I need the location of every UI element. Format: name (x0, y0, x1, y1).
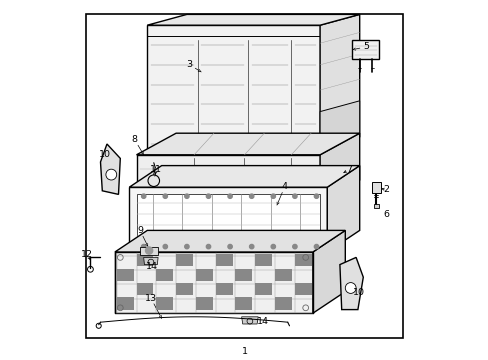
Text: 5: 5 (363, 42, 368, 51)
Text: 6: 6 (383, 210, 389, 219)
Polygon shape (136, 133, 359, 155)
Circle shape (227, 244, 232, 249)
Text: 7: 7 (346, 165, 352, 174)
Circle shape (206, 194, 210, 198)
Circle shape (227, 194, 232, 198)
Bar (255, 283, 272, 295)
Bar (196, 297, 212, 310)
Text: 11: 11 (150, 166, 162, 175)
Bar (156, 269, 173, 281)
Text: 14: 14 (145, 262, 157, 271)
Bar (235, 269, 252, 281)
Circle shape (292, 194, 296, 198)
Bar (136, 283, 153, 295)
Polygon shape (326, 166, 359, 252)
Text: 3: 3 (186, 60, 192, 69)
Bar (156, 297, 173, 310)
Bar (373, 204, 378, 208)
Bar (176, 254, 193, 266)
Circle shape (184, 244, 189, 249)
Text: 12: 12 (81, 251, 93, 259)
Text: 1: 1 (241, 346, 247, 356)
Text: 14: 14 (257, 317, 269, 325)
Bar (235, 297, 252, 310)
Text: 8: 8 (131, 135, 138, 144)
Polygon shape (147, 14, 359, 25)
Polygon shape (136, 155, 320, 202)
Bar (255, 254, 272, 266)
Circle shape (141, 244, 145, 249)
Bar (294, 254, 311, 266)
Circle shape (141, 194, 145, 198)
Polygon shape (101, 144, 120, 194)
Bar (176, 283, 193, 295)
Circle shape (292, 244, 296, 249)
Polygon shape (320, 133, 359, 202)
Circle shape (145, 247, 152, 254)
Polygon shape (129, 187, 326, 252)
Circle shape (206, 244, 210, 249)
Circle shape (314, 194, 318, 198)
Circle shape (249, 244, 253, 249)
Bar (86, 14, 402, 338)
Bar (215, 283, 232, 295)
Text: 10: 10 (352, 288, 364, 297)
Text: 2: 2 (383, 185, 389, 194)
Polygon shape (129, 166, 359, 187)
Text: 13: 13 (144, 294, 157, 302)
Circle shape (163, 244, 167, 249)
Bar (196, 269, 212, 281)
Circle shape (270, 194, 275, 198)
Circle shape (345, 283, 355, 293)
Polygon shape (241, 317, 258, 324)
Circle shape (106, 169, 117, 180)
Polygon shape (147, 148, 320, 158)
Bar (275, 269, 291, 281)
Text: 9: 9 (137, 226, 143, 235)
Bar (117, 297, 133, 310)
Polygon shape (143, 257, 158, 265)
Bar (117, 269, 133, 281)
Text: 4: 4 (281, 182, 287, 191)
Circle shape (249, 194, 253, 198)
Bar (275, 297, 291, 310)
Polygon shape (371, 182, 380, 193)
Circle shape (163, 194, 167, 198)
Polygon shape (140, 247, 158, 255)
Polygon shape (147, 25, 320, 158)
Circle shape (184, 194, 189, 198)
Text: 10: 10 (99, 150, 111, 159)
Polygon shape (339, 257, 363, 310)
Bar (136, 254, 153, 266)
Bar (294, 283, 311, 295)
Polygon shape (352, 40, 379, 59)
Circle shape (270, 244, 275, 249)
Circle shape (314, 244, 318, 249)
Polygon shape (115, 252, 312, 313)
Polygon shape (312, 230, 345, 313)
Polygon shape (115, 230, 345, 252)
Polygon shape (136, 194, 320, 245)
Bar (215, 254, 232, 266)
Polygon shape (320, 101, 359, 144)
Polygon shape (320, 14, 359, 158)
